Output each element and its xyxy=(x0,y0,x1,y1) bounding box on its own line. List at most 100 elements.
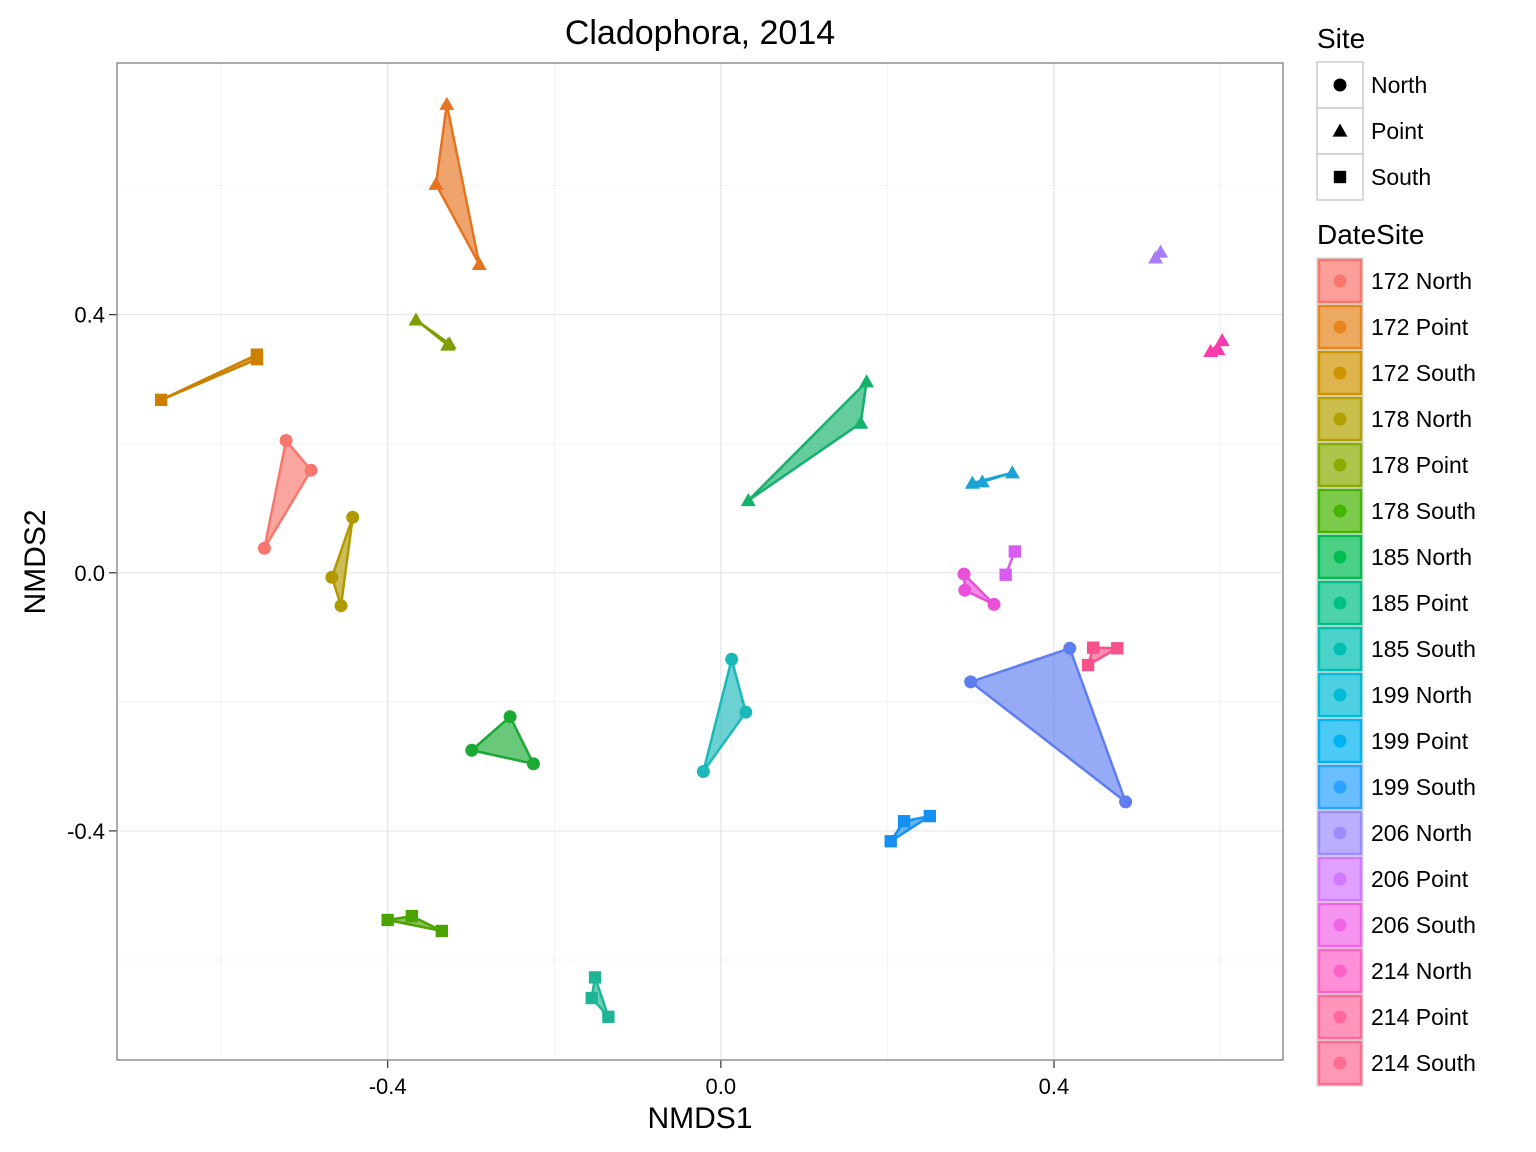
series-178-south xyxy=(381,909,448,938)
legend-dot xyxy=(1333,826,1347,840)
legend-label: 214 North xyxy=(1371,958,1472,984)
legend-label: 206 North xyxy=(1371,820,1472,846)
plot-border xyxy=(116,62,1284,1061)
legend-entry: 214 Point xyxy=(1316,993,1469,1041)
legend-dot xyxy=(1333,550,1347,564)
chart-title: Cladophora, 2014 xyxy=(565,14,835,52)
data-point xyxy=(884,835,897,848)
data-point xyxy=(471,256,487,270)
legend-label: 214 South xyxy=(1371,1050,1476,1076)
legend-label: Point xyxy=(1371,118,1424,144)
legend-dot xyxy=(1333,872,1347,886)
series-172-north xyxy=(257,434,318,555)
legend-entry: 214 South xyxy=(1316,1039,1476,1087)
series-172-south xyxy=(154,348,264,407)
data-point xyxy=(1210,342,1226,356)
legend-dot xyxy=(1333,688,1347,702)
hull-polygon xyxy=(590,976,610,1019)
legend-entry: South xyxy=(1316,153,1431,201)
legend-swatch xyxy=(1317,350,1363,396)
data-point xyxy=(974,474,990,488)
legend-entry: 178 South xyxy=(1316,487,1476,535)
data-point xyxy=(987,597,1001,611)
series-185-point xyxy=(740,374,875,507)
hull-polygon xyxy=(969,647,1127,804)
y-axis-label: NMDS2 xyxy=(19,509,52,614)
legend-label: 206 Point xyxy=(1371,866,1469,892)
data-point xyxy=(381,913,394,927)
legend-dot xyxy=(1333,918,1347,932)
series-172-point xyxy=(428,96,487,270)
series-185-south xyxy=(585,971,615,1023)
y-tick-label: 0.4 xyxy=(74,303,105,328)
data-point xyxy=(435,924,448,938)
legend-title: DateSite xyxy=(1317,219,1424,250)
data-point xyxy=(503,710,517,724)
legend-swatch xyxy=(1317,304,1363,350)
legend-label: 172 North xyxy=(1371,268,1472,294)
legend-dot xyxy=(1333,780,1347,794)
data-point xyxy=(725,652,739,666)
legend-label: South xyxy=(1371,164,1431,190)
data-point xyxy=(740,493,756,507)
data-point xyxy=(405,909,419,923)
x-axis-label: NMDS1 xyxy=(647,1102,752,1135)
legend-label: 185 Point xyxy=(1371,590,1469,616)
legend-symbol-circle xyxy=(1333,78,1347,92)
data-point xyxy=(346,510,360,524)
data-point xyxy=(325,570,339,584)
series-214-north xyxy=(957,567,1001,611)
data-point xyxy=(957,567,971,581)
legend-label: 185 North xyxy=(1371,544,1472,570)
legend-swatch xyxy=(1317,718,1363,764)
data-point xyxy=(408,312,424,326)
legend-label: 199 North xyxy=(1371,682,1472,708)
series-206-south xyxy=(999,545,1021,581)
legend-dot xyxy=(1333,274,1347,288)
hull-polygon xyxy=(330,516,354,607)
data-point xyxy=(440,337,456,351)
data-point xyxy=(1148,250,1164,264)
hull-polygon xyxy=(971,471,1014,485)
hull-polygon xyxy=(470,715,535,766)
series-185-north xyxy=(465,710,540,771)
x-tick-label: 0.0 xyxy=(706,1074,737,1099)
data-point xyxy=(585,991,598,1005)
y-tick-label: -0.4 xyxy=(67,819,105,844)
series-214-south xyxy=(1081,641,1124,672)
legend-dot xyxy=(1333,366,1347,380)
legend-dot xyxy=(1333,642,1347,656)
data-point xyxy=(1004,465,1020,479)
data-point xyxy=(696,765,710,779)
legend-label: 178 North xyxy=(1371,406,1472,432)
legend-label: 214 Point xyxy=(1371,1004,1469,1030)
data-point xyxy=(588,971,602,984)
legend-label: 172 Point xyxy=(1371,314,1469,340)
legend-dot xyxy=(1333,596,1347,610)
legend-entry: 172 North xyxy=(1316,257,1472,305)
hull-polygon xyxy=(747,380,868,502)
legend-title: Site xyxy=(1317,23,1365,54)
legend-dot xyxy=(1333,1056,1347,1070)
series-199-south xyxy=(884,809,937,848)
data-point xyxy=(853,415,869,429)
data-point xyxy=(1063,641,1077,655)
data-point xyxy=(1081,658,1095,672)
data-point xyxy=(250,353,264,366)
series-178-north xyxy=(325,510,360,613)
legend-dot xyxy=(1333,1010,1347,1024)
data-point xyxy=(1086,641,1100,654)
legend-label: 199 Point xyxy=(1371,728,1469,754)
legend-dot xyxy=(1333,504,1347,518)
legend-dot xyxy=(1333,964,1347,978)
data-point xyxy=(1008,545,1021,558)
hull-polygon xyxy=(386,914,444,933)
data-point xyxy=(602,1010,615,1023)
data-point xyxy=(428,176,444,190)
data-point xyxy=(439,96,455,110)
legend-label: North xyxy=(1371,72,1427,98)
plot-panel xyxy=(117,63,1283,1060)
data-point xyxy=(999,568,1012,581)
